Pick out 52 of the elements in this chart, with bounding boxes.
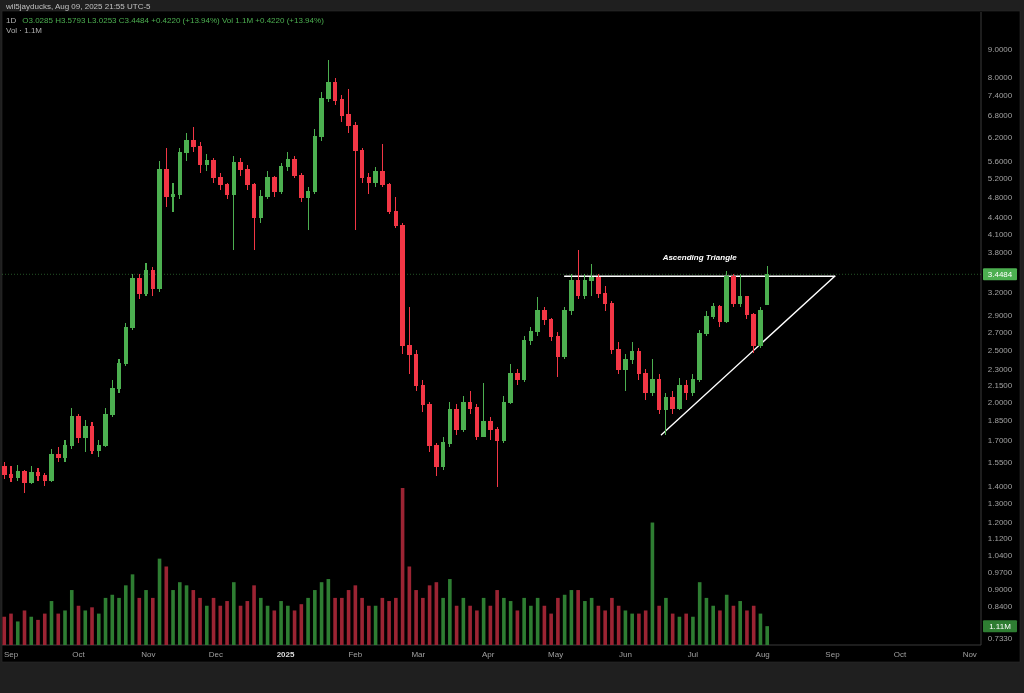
text: 1D bbox=[6, 16, 17, 25]
y-tick-label: 7.4000 bbox=[987, 91, 1013, 101]
x-tick-label: Aug bbox=[755, 650, 770, 659]
text: wil5jayducks, Aug 09, 2025 21:55 UTC-5 bbox=[5, 2, 152, 11]
x-tick-label: Apr bbox=[481, 650, 495, 659]
x-tick-label: 2025 bbox=[276, 650, 296, 659]
y-tick-label: 1.1200 bbox=[987, 534, 1013, 544]
x-tick-label: Nov bbox=[141, 650, 156, 659]
y-tick-label: 1.4000 bbox=[987, 481, 1013, 491]
x-tick-label: Oct bbox=[72, 650, 86, 659]
y-tick-label: 1.0400 bbox=[987, 551, 1013, 561]
y-tick-label: 1.5500 bbox=[987, 457, 1013, 467]
y-tick-label: 3.2000 bbox=[987, 287, 1013, 297]
y-tick-label: 2.1500 bbox=[987, 381, 1013, 391]
text: 1.11M bbox=[989, 622, 1012, 632]
y-tick-label: 1.7000 bbox=[987, 436, 1013, 446]
y-tick-label: 1.8500 bbox=[987, 416, 1013, 426]
x-tick-label: Nov bbox=[962, 650, 977, 659]
x-tick-label: Oct bbox=[893, 650, 907, 659]
y-tick-label: 8.0000 bbox=[987, 72, 1013, 82]
x-tick-label: Feb bbox=[348, 650, 363, 659]
x-tick-label: Mar bbox=[411, 650, 426, 659]
y-tick-label: 9.0000 bbox=[987, 45, 1013, 55]
y-tick-label: 1.3000 bbox=[987, 499, 1013, 509]
y-tick-label: 0.8400 bbox=[987, 601, 1013, 611]
x-tick-label: May bbox=[548, 650, 564, 659]
text: O3.0285 H3.5793 L3.0253 C3.4484 +0.4220 (+13.94%) Vol 1.1M +0.4220 (+13.94%) bbox=[22, 16, 325, 25]
y-tick-label: 2.5000 bbox=[987, 345, 1013, 355]
x-tick-label: Sep bbox=[3, 650, 19, 659]
x-tick-label: Jul bbox=[687, 650, 699, 659]
y-tick-label: 4.1000 bbox=[987, 229, 1013, 239]
y-tick-label: 2.7000 bbox=[987, 327, 1013, 337]
y-tick-label: 2.9000 bbox=[987, 310, 1013, 320]
y-tick-label: 5.2000 bbox=[987, 173, 1013, 183]
y-tick-label: 6.8000 bbox=[987, 111, 1013, 121]
y-tick-label: 0.9700 bbox=[987, 567, 1013, 577]
y-tick-label: 4.8000 bbox=[987, 192, 1013, 202]
y-tick-label: 3.8000 bbox=[987, 247, 1013, 257]
annotation: Ascending Triangle bbox=[661, 253, 738, 263]
y-tick-label: 6.2000 bbox=[987, 132, 1013, 142]
y-tick-label: 5.6000 bbox=[987, 156, 1013, 166]
y-tick-label: 0.9000 bbox=[987, 585, 1013, 595]
y-tick-label: 1.2000 bbox=[987, 517, 1013, 527]
x-tick-label: Dec bbox=[208, 650, 223, 659]
x-tick-label: Jun bbox=[618, 650, 632, 659]
y-tick-label: 2.3000 bbox=[987, 365, 1013, 375]
chart-title: Vol · 1.1M bbox=[6, 26, 43, 35]
ref-line-label: 3.4484 bbox=[987, 270, 1013, 280]
x-tick-label: Sep bbox=[825, 650, 841, 659]
y-tick-label: 4.4000 bbox=[987, 213, 1013, 223]
y-tick-label: 0.7330 bbox=[987, 633, 1013, 643]
y-tick-label: 2.0000 bbox=[987, 398, 1013, 408]
